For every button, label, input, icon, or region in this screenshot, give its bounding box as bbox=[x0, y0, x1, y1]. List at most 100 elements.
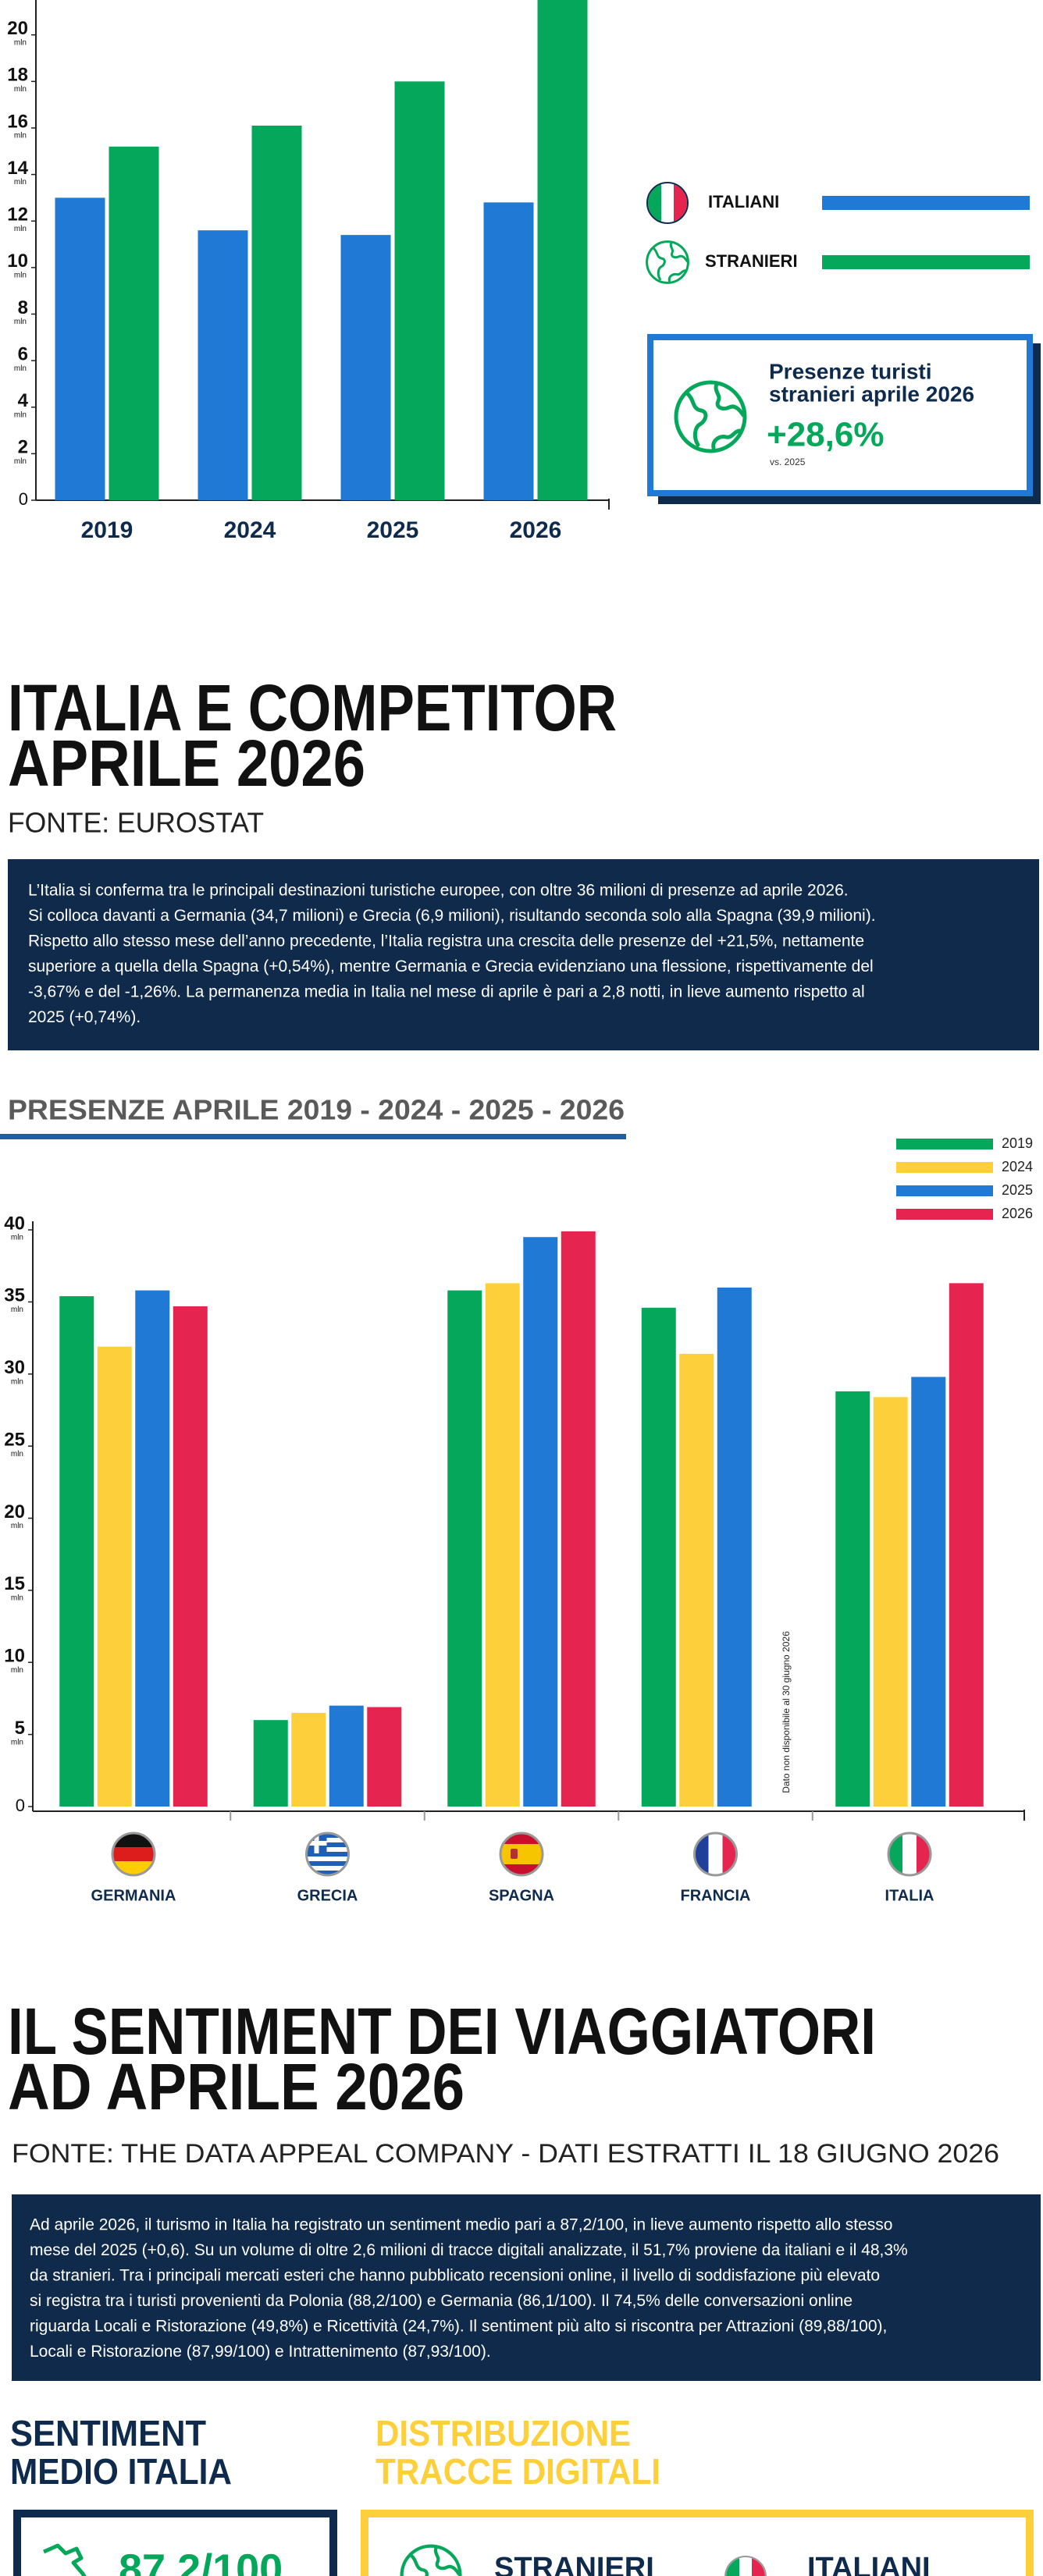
legend-swatch bbox=[896, 1162, 993, 1173]
distribution-item: ITALIANI bbox=[807, 2552, 931, 2576]
flag-germany bbox=[111, 1832, 156, 1877]
card-title: TRACCE DIGITALI bbox=[376, 2451, 660, 2492]
y-tick-label: 6 bbox=[18, 343, 28, 364]
bar bbox=[198, 230, 248, 500]
legend-swatch bbox=[896, 1209, 993, 1220]
source: FONTE: EUROSTAT bbox=[8, 807, 264, 839]
bar bbox=[340, 235, 391, 500]
bar bbox=[97, 1346, 132, 1807]
bar bbox=[911, 1377, 946, 1807]
italy-icon bbox=[724, 2556, 767, 2576]
bar bbox=[253, 1720, 288, 1807]
legend-label: 2026 bbox=[1002, 1206, 1033, 1221]
bar bbox=[679, 1353, 714, 1807]
section-title: APRILE 2026 bbox=[8, 727, 365, 800]
text-box bbox=[12, 2194, 1041, 2381]
legend-swatch bbox=[896, 1185, 993, 1196]
bar bbox=[135, 1290, 170, 1807]
legend-label: 2025 bbox=[1002, 1182, 1033, 1198]
bar bbox=[173, 1306, 208, 1807]
text-box bbox=[8, 859, 1039, 1050]
y-tick-unit: mln bbox=[14, 225, 27, 233]
bar bbox=[394, 81, 445, 501]
bar bbox=[835, 1391, 870, 1807]
legend-label: 2024 bbox=[1002, 1159, 1033, 1174]
bar bbox=[109, 146, 159, 500]
flag-italy bbox=[887, 1832, 932, 1877]
card-title: DISTRIBUZIONE bbox=[376, 2413, 631, 2453]
y-tick-unit: mln bbox=[14, 178, 27, 187]
bar bbox=[485, 1283, 520, 1807]
y-tick-unit: mln bbox=[14, 38, 27, 47]
y-tick-unit: mln bbox=[14, 318, 27, 326]
y-tick-unit: mln bbox=[11, 1666, 23, 1675]
callout-note: vs. 2025 bbox=[770, 457, 806, 467]
y-tick-unit: mln bbox=[14, 85, 27, 94]
y-tick-unit: mln bbox=[14, 364, 27, 373]
paragraph-line: Rispetto allo stesso mese dell’anno prec… bbox=[28, 933, 864, 950]
bar bbox=[59, 1295, 94, 1807]
x-tick-label: 2024 bbox=[224, 517, 276, 543]
y-tick-label: 30 bbox=[4, 1357, 25, 1378]
paragraph-line: superiore a quella della Spagna (+0,54%)… bbox=[28, 958, 874, 975]
y-tick-label: 10 bbox=[4, 1646, 25, 1667]
y-tick-unit: mln bbox=[14, 272, 27, 280]
bar bbox=[537, 0, 588, 500]
distribution-card bbox=[361, 2510, 1034, 2576]
globe-icon bbox=[646, 240, 689, 284]
bar bbox=[367, 1707, 402, 1807]
bar bbox=[483, 202, 534, 500]
paragraph-line: Locali e Ristorazione (87,99/100) e Intr… bbox=[30, 2343, 491, 2361]
y-tick-label: 10 bbox=[7, 250, 28, 272]
legend-swatch bbox=[822, 196, 1030, 210]
paragraph-line: mese del 2025 (+0,6). Su un volume di ol… bbox=[30, 2241, 908, 2259]
y-tick-label: 25 bbox=[4, 1429, 25, 1450]
x-tick-label: 2025 bbox=[367, 517, 419, 543]
title-underline bbox=[0, 1134, 626, 1139]
y-tick-unit: mln bbox=[11, 1738, 23, 1746]
flag-spain bbox=[499, 1832, 544, 1877]
x-tick-label: SPAGNA bbox=[489, 1887, 554, 1904]
y-tick-label: 14 bbox=[7, 158, 28, 179]
bar bbox=[329, 1705, 364, 1807]
paragraph: L’Italia si conferma tra le principali d… bbox=[28, 882, 876, 1027]
y-tick-label: 8 bbox=[18, 297, 28, 318]
x-tick-label: FRANCIA bbox=[681, 1887, 751, 1904]
bar bbox=[523, 1237, 558, 1807]
y-tick-label: 0 bbox=[19, 489, 28, 509]
y-tick-unit: mln bbox=[11, 1450, 23, 1459]
bar bbox=[561, 1231, 596, 1807]
y-tick-unit: mln bbox=[14, 132, 27, 140]
section-title: IL SENTIMENT DEI VIAGGIATORI bbox=[8, 1995, 876, 2068]
y-tick-label: 4 bbox=[18, 390, 29, 411]
globe-icon bbox=[402, 2546, 461, 2576]
y-tick-label: 16 bbox=[7, 111, 28, 132]
card-title: SENTIMENT bbox=[10, 2413, 206, 2453]
paragraph-line: si registra tra i turisti provenienti da… bbox=[30, 2292, 853, 2310]
y-tick-unit: mln bbox=[11, 1306, 23, 1314]
flag-greece bbox=[305, 1832, 350, 1877]
y-tick-unit: mln bbox=[11, 1522, 23, 1530]
legend-label: ITALIANI bbox=[708, 192, 779, 211]
bar bbox=[873, 1397, 908, 1807]
annotation: Dato non disponibile al 30 giugno 2026 bbox=[781, 1631, 792, 1793]
italy-icon bbox=[646, 182, 689, 224]
card-title: MEDIO ITALIA bbox=[10, 2451, 232, 2492]
paragraph-line: riguarda Locali e Ristorazione (49,8%) e… bbox=[30, 2318, 887, 2336]
sentiment-value: 87,2/100 bbox=[119, 2546, 283, 2576]
legend-label: 2019 bbox=[1002, 1135, 1033, 1151]
distribution-item: STRANIERI bbox=[494, 2552, 654, 2576]
paragraph-line: Si colloca davanti a Germania (34,7 mili… bbox=[28, 907, 876, 925]
legend-swatch bbox=[896, 1139, 993, 1149]
x-tick-label: ITALIA bbox=[885, 1887, 934, 1904]
italy-map-icon bbox=[42, 2543, 87, 2576]
y-tick-label: 18 bbox=[7, 65, 28, 86]
bar bbox=[949, 1283, 984, 1807]
callout-title: stranieri aprile 2026 bbox=[769, 382, 974, 406]
chart-title: PRESENZE APRILE 2019 - 2024 - 2025 - 202… bbox=[8, 1094, 625, 1126]
section-title: AD APRILE 2026 bbox=[8, 2050, 465, 2123]
paragraph-line: Ad aprile 2026, il turismo in Italia ha … bbox=[30, 2216, 892, 2234]
bar bbox=[717, 1287, 752, 1807]
